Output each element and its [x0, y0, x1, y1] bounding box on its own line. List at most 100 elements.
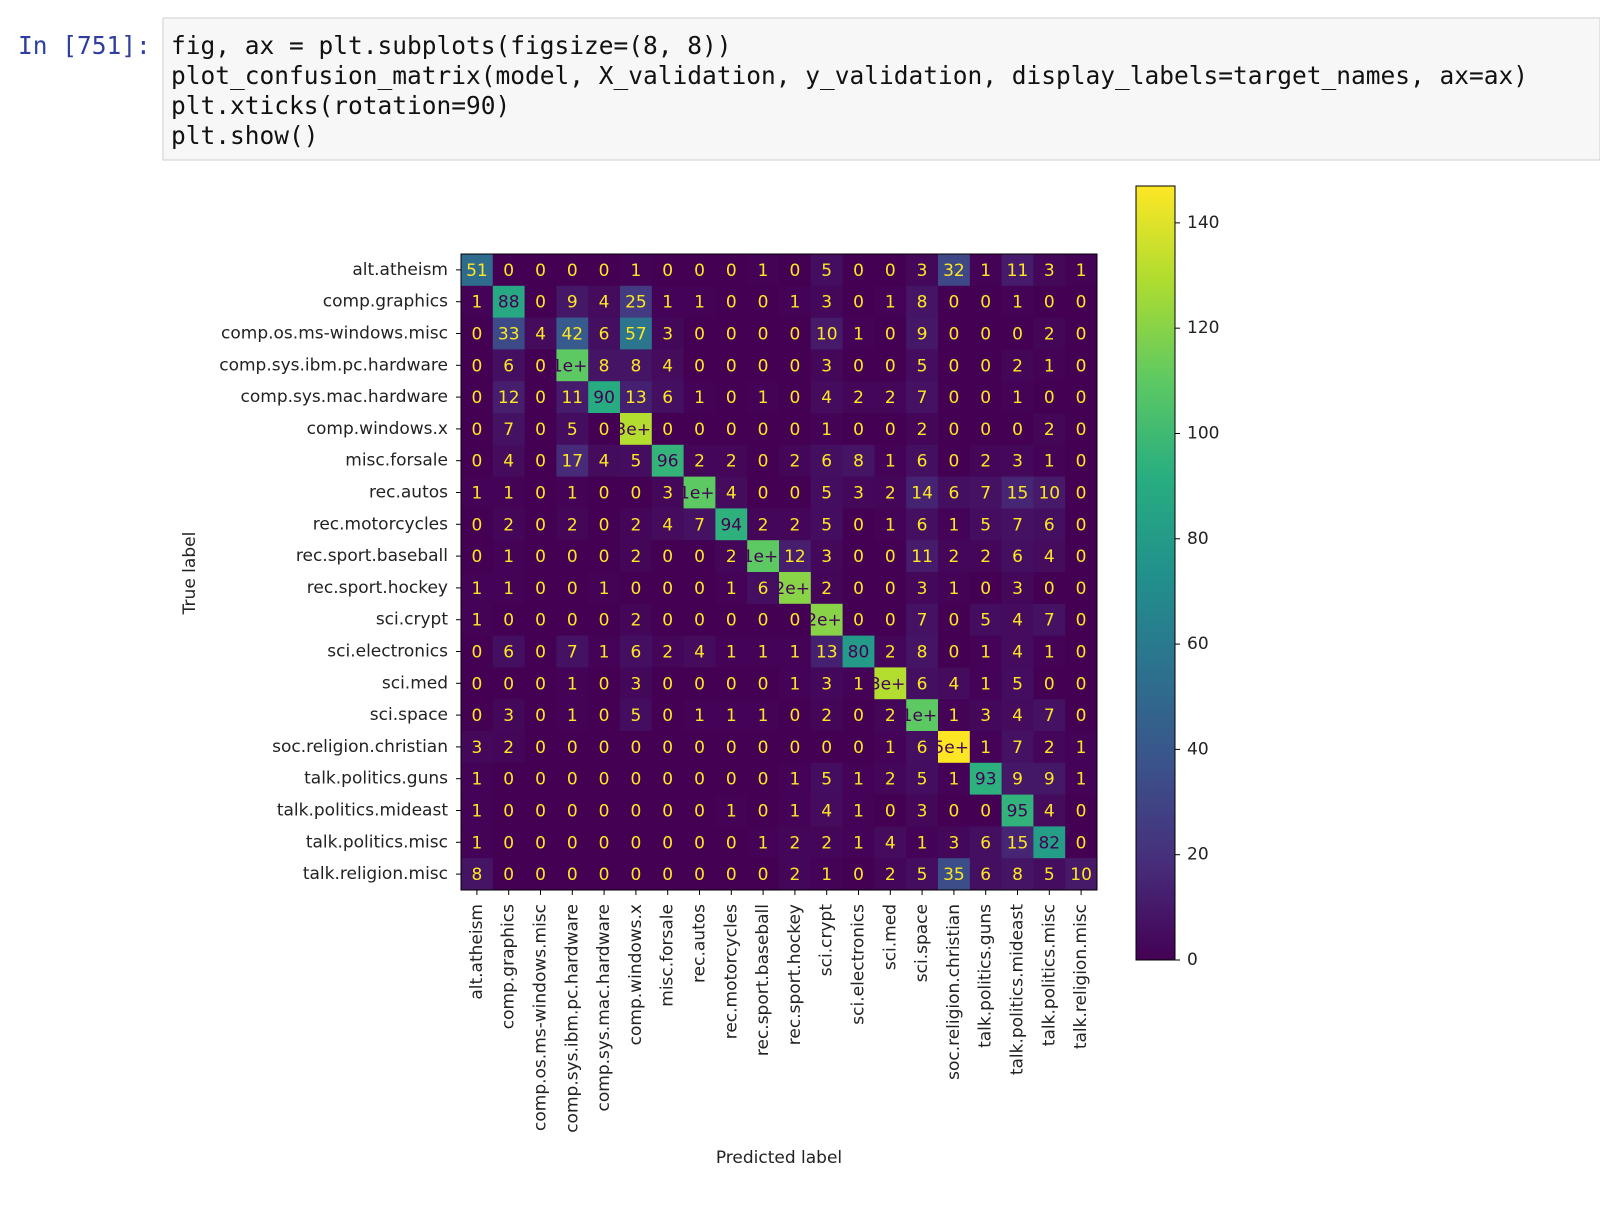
cell: [556, 635, 589, 668]
cell-label: 0: [694, 579, 705, 599]
cell-label: 0: [1044, 674, 1055, 694]
cell-label: 3: [917, 261, 928, 281]
cell-label: 12: [784, 547, 806, 567]
cell-label: 0: [1076, 293, 1087, 313]
x-tick-label: rec.sport.hockey: [785, 904, 805, 1045]
cell: [588, 413, 621, 446]
cell-label: 0: [980, 579, 991, 599]
cell-label: 1: [853, 802, 864, 822]
cell-label: 0: [789, 611, 800, 631]
cell: [842, 381, 875, 414]
cell-label: 94: [720, 515, 742, 535]
cell: [747, 413, 780, 446]
cell-label: 0: [758, 865, 769, 885]
cell: [1033, 317, 1066, 350]
cell-label: 6: [917, 515, 928, 535]
cell-label: 5: [980, 515, 991, 535]
cell: [683, 349, 716, 382]
cell: [461, 794, 494, 827]
cell-label: 2: [1044, 325, 1055, 345]
cell: [683, 858, 716, 891]
cell-label: 0: [726, 293, 737, 313]
cell-label: 1: [758, 833, 769, 853]
cell-label: 35: [943, 865, 965, 885]
cell-label: 4: [821, 388, 832, 408]
cell: [969, 603, 1003, 637]
cell-label: 0: [726, 261, 737, 281]
cell: [1065, 635, 1098, 668]
cell: [524, 254, 557, 287]
cell: [906, 794, 939, 827]
cell: [492, 476, 526, 509]
cell: [842, 826, 875, 859]
cell-label: 0: [726, 356, 737, 376]
cell: [492, 540, 526, 573]
cell: [1065, 413, 1098, 446]
cell: [524, 794, 557, 827]
cell-label: 0: [630, 770, 641, 790]
cell: [969, 762, 1003, 796]
code-cell[interactable]: [162, 17, 1600, 161]
cell-label: 1: [599, 579, 610, 599]
cell: [620, 635, 653, 668]
cell: [842, 667, 875, 700]
cell-label: 2: [853, 388, 864, 408]
cell: [524, 413, 557, 446]
cell-label: 1: [917, 833, 928, 853]
cell: [461, 540, 494, 573]
cell: [651, 285, 685, 319]
cell-label: 1: [853, 833, 864, 853]
cell-label: 0: [980, 420, 991, 440]
cell: [810, 762, 844, 796]
cell: [1001, 413, 1034, 446]
cell-label: 0: [948, 356, 959, 376]
cell: [1033, 794, 1066, 827]
cell: [779, 508, 812, 541]
cell-label: 0: [853, 611, 864, 631]
cell: [1001, 635, 1034, 668]
cell-label: 0: [1076, 420, 1087, 440]
cell-label: 5: [1012, 674, 1023, 694]
cell: [938, 381, 971, 414]
y-tick-label: talk.politics.misc: [306, 832, 448, 852]
cell-label: 6: [948, 484, 959, 504]
cell: [938, 603, 971, 637]
cell: [779, 349, 812, 382]
cell: [874, 285, 907, 319]
cell: [556, 572, 589, 605]
cell-label: 3: [503, 706, 514, 726]
y-tick-label: comp.os.ms-windows.misc: [221, 324, 448, 344]
cell-label: 8: [917, 643, 928, 663]
code-line: plt.show(): [171, 121, 319, 150]
cell-label: 2: [821, 833, 832, 853]
cell: [938, 508, 971, 541]
cell: [683, 731, 716, 764]
cell-label: 0: [853, 547, 864, 567]
cell-label: 0: [471, 674, 482, 694]
cell: [461, 349, 494, 382]
cell-label: 0: [758, 452, 769, 472]
cell-label: 0: [535, 706, 546, 726]
cell-label: 14: [911, 484, 933, 504]
cell: [651, 731, 685, 764]
x-tick-label: alt.atheism: [467, 904, 487, 1000]
cell: [938, 254, 971, 287]
cell-label: 1: [567, 484, 578, 504]
cell: [556, 699, 589, 732]
cell-label: 0: [1076, 833, 1087, 853]
cell: [969, 285, 1003, 319]
cell: [938, 444, 971, 478]
cell-label: 0: [662, 611, 673, 631]
colorbar-tick-label: 120: [1187, 318, 1219, 338]
colorbar-tick-label: 0: [1187, 950, 1198, 970]
cell: [620, 699, 653, 732]
cell-label: 0: [535, 802, 546, 822]
cell: [1033, 826, 1066, 859]
cell: [810, 667, 844, 700]
cell: [524, 762, 557, 796]
cell-label: 10: [1038, 484, 1060, 504]
cell-label: 0: [948, 802, 959, 822]
cell-label: 0: [1044, 293, 1055, 313]
cell: [715, 635, 748, 668]
cell: [620, 540, 653, 573]
